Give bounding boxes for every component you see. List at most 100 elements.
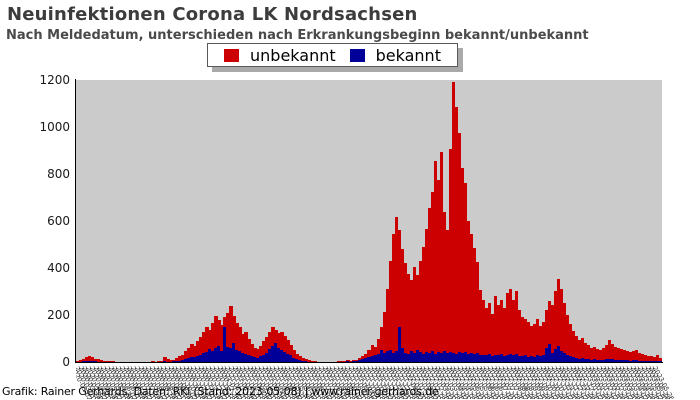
bar-unbekannt <box>172 359 176 362</box>
x-axis-line <box>75 362 663 363</box>
bar-unbekannt <box>451 82 456 353</box>
bar-unbekannt <box>418 260 422 353</box>
bar-unbekannt <box>181 354 185 361</box>
bar-unbekannt <box>466 221 471 354</box>
bar-unbekannt <box>445 230 450 354</box>
bar-bekannt <box>547 344 552 362</box>
legend-label-bekannt: bekannt <box>375 45 441 65</box>
bar-unbekannt <box>655 354 660 361</box>
bar-unbekannt <box>577 340 582 359</box>
bar-bekannt <box>235 350 239 362</box>
bar-unbekannt <box>304 359 308 362</box>
bar-bekannt <box>379 350 383 362</box>
bar-unbekannt <box>280 331 284 350</box>
bar-unbekannt <box>349 360 353 362</box>
bar-bekannt <box>481 354 486 362</box>
bar-bekannt <box>397 326 401 362</box>
bar-unbekannt <box>658 358 663 362</box>
bar-bekannt <box>250 355 254 362</box>
bar-unbekannt <box>178 356 182 361</box>
bar-bekannt <box>577 358 582 362</box>
bar-bekannt <box>247 354 251 362</box>
bar-bekannt <box>652 361 657 362</box>
bar-bekannt <box>565 354 570 362</box>
bar-bekannt <box>463 352 468 362</box>
bar-unbekannt <box>637 352 642 361</box>
bar-unbekannt <box>634 350 639 361</box>
bar-unbekannt <box>523 319 528 356</box>
bar-bekannt <box>478 354 483 362</box>
bar-bekannt <box>592 359 597 362</box>
bar-bekannt <box>298 360 302 362</box>
bar-bekannt <box>394 351 398 362</box>
y-axis-line <box>75 79 76 363</box>
bar-bekannt <box>448 352 453 362</box>
bar-unbekannt <box>538 326 543 357</box>
bar-unbekannt <box>553 291 558 350</box>
bar-bekannt <box>265 352 269 362</box>
bar-bekannt <box>460 353 465 362</box>
bar-unbekannt <box>631 351 636 361</box>
bar-bekannt <box>571 356 576 362</box>
bar-bekannt <box>499 354 504 362</box>
bar-bekannt <box>433 353 437 362</box>
bar-bekannt <box>541 354 546 362</box>
bar-bekannt <box>295 359 299 362</box>
bar-unbekannt <box>103 360 107 362</box>
bar-unbekannt <box>535 319 540 356</box>
bar-unbekannt <box>433 161 437 354</box>
bar-unbekannt <box>208 329 212 350</box>
bar-unbekannt <box>109 361 113 362</box>
bar-unbekannt <box>562 302 567 354</box>
bar-unbekannt <box>223 317 227 327</box>
bar-bekannt <box>490 355 495 362</box>
credit-line: Grafik: Rainer Gerhards, Daten: RKI (Sta… <box>2 385 439 398</box>
bar-bekannt <box>451 352 456 362</box>
bar-bekannt <box>604 359 609 362</box>
bar-unbekannt <box>196 341 200 356</box>
bar-unbekannt <box>97 359 101 362</box>
chart-subtitle: Nach Meldedatum, unterschieden nach Erkr… <box>6 28 589 43</box>
bar-unbekannt <box>271 327 275 346</box>
bar-bekannt <box>616 359 621 362</box>
bar-bekannt <box>613 359 618 362</box>
bar-bekannt <box>382 352 386 362</box>
bar-unbekannt <box>619 348 624 361</box>
bar-bekannt <box>193 357 197 362</box>
bar-unbekannt <box>586 345 591 360</box>
bar-bekannt <box>373 354 377 362</box>
bar-unbekannt <box>598 349 603 361</box>
bar-unbekannt <box>76 361 80 362</box>
bar-unbekannt <box>646 355 651 362</box>
bar-bekannt <box>457 351 462 362</box>
bar-unbekannt <box>565 314 570 355</box>
bar-bekannt <box>505 354 510 362</box>
bar-unbekannt <box>226 313 230 347</box>
y-tick-label: 1200 <box>39 73 70 87</box>
bar-unbekannt <box>313 361 317 362</box>
bar-unbekannt <box>190 343 194 357</box>
bar-unbekannt <box>430 191 434 351</box>
bar-unbekannt <box>556 279 561 346</box>
red-square-icon <box>224 48 239 62</box>
bar-unbekannt <box>643 354 648 361</box>
bar-unbekannt <box>475 262 480 354</box>
bar-unbekannt <box>589 347 594 360</box>
legend-label-unbekannt: unbekannt <box>250 45 336 65</box>
y-tick-label: 1000 <box>39 120 70 134</box>
bar-unbekannt <box>574 335 579 358</box>
y-tick-label: 800 <box>47 167 70 181</box>
bar-unbekannt <box>409 279 413 352</box>
bar-unbekannt <box>154 361 158 362</box>
bar-bekannt <box>178 360 182 362</box>
bar-unbekannt <box>499 300 504 354</box>
bar-unbekannt <box>163 356 167 362</box>
bar-bekannt <box>286 353 290 362</box>
bar-unbekannt <box>148 361 152 362</box>
bar-unbekannt <box>532 323 537 357</box>
bar-bekannt <box>238 351 242 362</box>
bar-bekannt <box>646 361 651 362</box>
bar-bekannt <box>262 354 266 362</box>
bar-bekannt <box>358 360 362 362</box>
bar-bekannt <box>634 360 639 362</box>
